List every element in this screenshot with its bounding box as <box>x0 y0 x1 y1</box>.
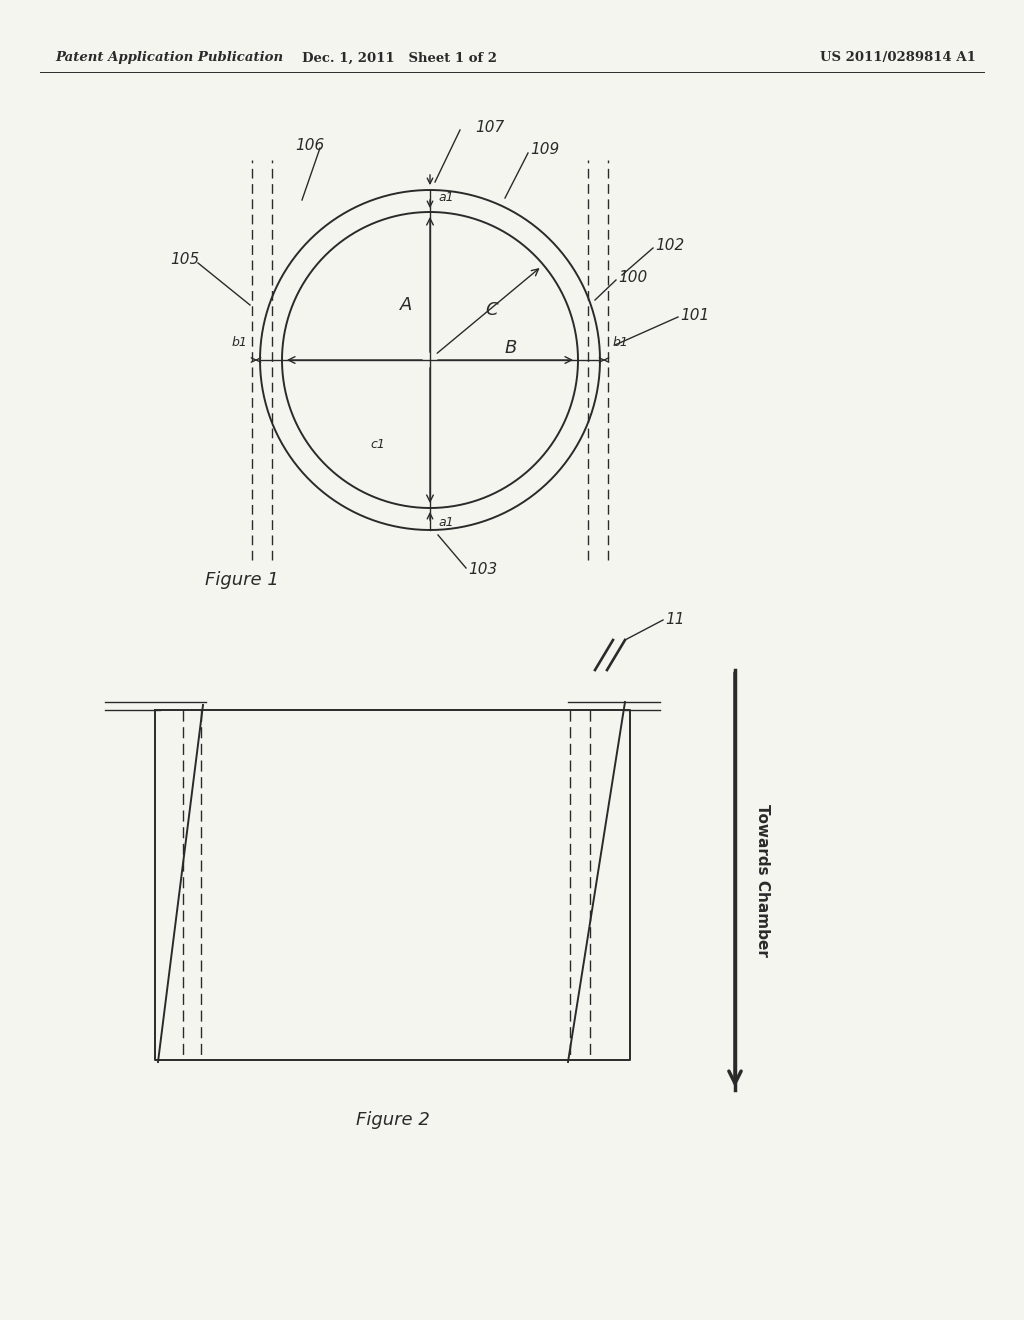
Text: Figure 1: Figure 1 <box>205 572 279 589</box>
Text: Figure 2: Figure 2 <box>355 1111 429 1129</box>
Text: 103: 103 <box>468 562 498 578</box>
Text: a1: a1 <box>438 516 454 529</box>
Text: 106: 106 <box>295 137 325 153</box>
Text: b1: b1 <box>613 335 629 348</box>
Text: 11: 11 <box>665 612 684 627</box>
Text: Towards Chamber: Towards Chamber <box>755 804 770 957</box>
Text: c1: c1 <box>370 438 385 451</box>
Text: 100: 100 <box>618 271 647 285</box>
Text: a1: a1 <box>438 191 454 205</box>
Text: B: B <box>505 339 517 356</box>
Text: 102: 102 <box>655 238 684 252</box>
Text: 109: 109 <box>530 143 559 157</box>
Text: 107: 107 <box>475 120 504 136</box>
Text: Patent Application Publication: Patent Application Publication <box>55 51 283 65</box>
Text: Dec. 1, 2011   Sheet 1 of 2: Dec. 1, 2011 Sheet 1 of 2 <box>302 51 498 65</box>
Text: 105: 105 <box>170 252 200 268</box>
Text: 101: 101 <box>680 308 710 322</box>
Text: C: C <box>485 301 498 319</box>
Text: US 2011/0289814 A1: US 2011/0289814 A1 <box>820 51 976 65</box>
Text: b1: b1 <box>231 335 247 348</box>
Text: A: A <box>399 296 412 314</box>
